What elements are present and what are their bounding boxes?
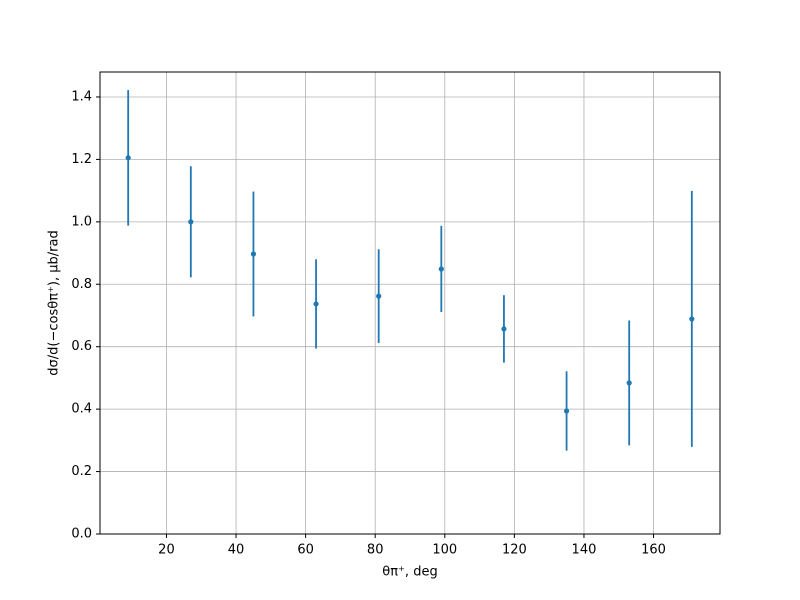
x-tick-label: 140 <box>572 543 597 558</box>
x-tick-label: 40 <box>228 543 245 558</box>
x-axis-label: θπ⁺, deg <box>382 565 437 580</box>
data-point <box>188 219 194 225</box>
y-tick-label: 0.0 <box>71 527 92 542</box>
x-tick-label: 20 <box>158 543 175 558</box>
plot-frame <box>99 71 721 535</box>
y-tick-label: 1.2 <box>71 152 92 167</box>
data-point <box>250 251 257 257</box>
data-point <box>313 301 319 307</box>
x-tick-label: 100 <box>432 543 457 558</box>
y-tick-label: 1.0 <box>71 214 92 229</box>
data-point <box>689 316 695 322</box>
x-tick-label: 160 <box>641 543 666 558</box>
data-point <box>501 326 507 332</box>
data-point <box>125 155 131 161</box>
data-point <box>626 380 632 386</box>
y-tick-label: 0.2 <box>71 464 92 479</box>
y-tick-label: 0.4 <box>71 402 92 417</box>
x-tick-label: 120 <box>502 543 527 558</box>
data-point <box>563 408 570 414</box>
x-tick-label: 60 <box>297 543 314 558</box>
y-tick-label: 0.6 <box>71 339 92 354</box>
y-tick-label: 0.8 <box>71 277 92 292</box>
y-axis-label: dσ/d(−cosθπ⁺), μb/rad <box>47 230 62 375</box>
data-point <box>438 266 444 272</box>
x-tick-label: 80 <box>367 543 384 558</box>
data-point <box>376 293 382 299</box>
y-tick-label: 1.4 <box>71 89 92 104</box>
